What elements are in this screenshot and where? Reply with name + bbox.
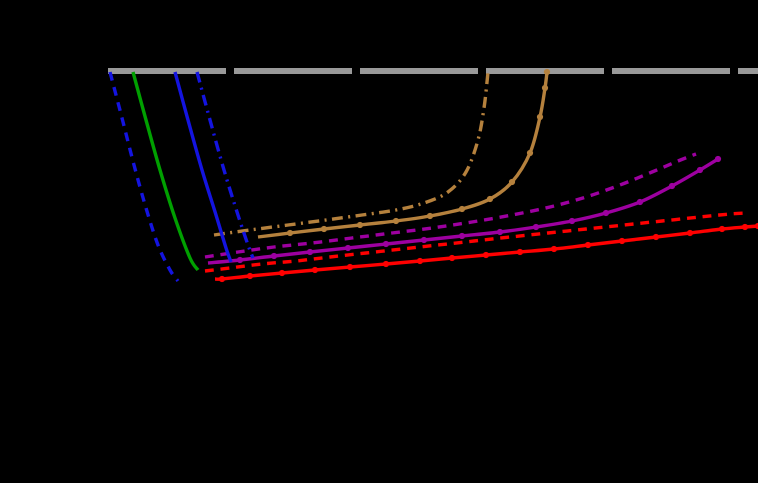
data-point-marker — [652, 233, 660, 241]
data-point-marker — [246, 272, 254, 280]
data-point-marker — [356, 221, 364, 229]
data-point-marker — [496, 228, 504, 236]
data-point-marker — [392, 217, 400, 225]
data-point-marker — [584, 241, 592, 249]
data-point-marker — [508, 178, 516, 186]
data-point-marker — [236, 256, 244, 264]
data-point-marker — [618, 237, 626, 245]
data-point-marker — [420, 236, 428, 244]
data-point-marker — [482, 251, 490, 259]
data-point-marker — [286, 229, 294, 237]
data-point-marker — [741, 223, 749, 231]
data-point-marker — [568, 217, 576, 225]
series-line-blue-dashed — [108, 71, 180, 283]
data-point-marker — [636, 198, 644, 206]
data-point-marker — [311, 266, 319, 274]
data-point-marker — [532, 223, 540, 231]
series-line-magenta-solid-markers — [207, 157, 719, 265]
series-line-blue-dash-dot — [195, 71, 255, 259]
series-line-blue-solid — [173, 71, 233, 263]
data-point-marker — [218, 275, 226, 283]
data-point-marker — [516, 248, 524, 256]
series-line-magenta-dashed — [204, 152, 697, 259]
data-point-marker — [543, 68, 551, 76]
marker-layer — [218, 68, 758, 283]
data-point-marker — [696, 166, 704, 174]
data-point-marker — [718, 225, 726, 233]
series-line-green-solid — [131, 71, 200, 272]
data-point-marker — [416, 257, 424, 265]
data-point-marker — [346, 263, 354, 271]
data-point-marker — [458, 232, 466, 240]
series-line-red-dashed — [204, 211, 749, 273]
data-point-marker — [526, 149, 534, 157]
data-point-marker — [714, 155, 722, 163]
data-point-marker — [536, 113, 544, 121]
data-point-marker — [686, 229, 694, 237]
data-point-marker — [320, 225, 328, 233]
data-point-marker — [278, 269, 286, 277]
data-point-marker — [458, 205, 466, 213]
data-point-marker — [602, 209, 610, 217]
data-point-marker — [486, 195, 494, 203]
data-point-marker — [668, 182, 676, 190]
data-point-marker — [448, 254, 456, 262]
data-point-marker — [382, 260, 390, 268]
data-point-marker — [754, 222, 758, 230]
data-point-marker — [541, 84, 549, 92]
data-point-marker — [550, 245, 558, 253]
data-point-marker — [270, 252, 278, 260]
data-point-marker — [306, 248, 314, 256]
data-point-marker — [426, 212, 434, 220]
series-line-brown-dash-dot — [213, 71, 490, 237]
data-point-marker — [382, 240, 390, 248]
data-point-marker — [344, 244, 352, 252]
